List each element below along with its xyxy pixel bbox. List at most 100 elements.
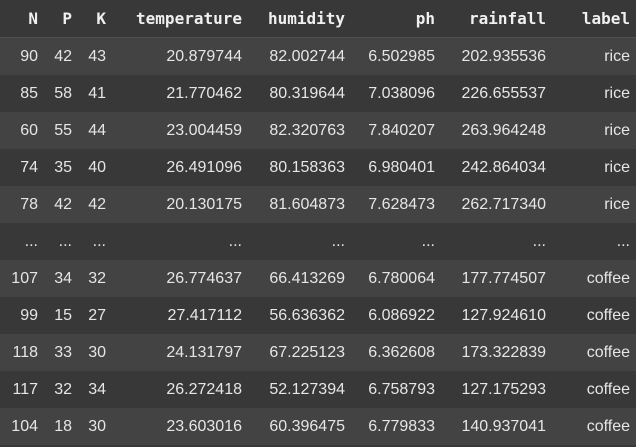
table-cell-k: 44	[78, 112, 112, 149]
table-cell-label: coffee	[552, 408, 636, 445]
table-cell-label: coffee	[552, 334, 636, 371]
table-cell-label: ...	[552, 223, 636, 260]
table-cell-ph: 6.758793	[351, 371, 441, 408]
table-row: 74 35 40 26.491096 80.158363 6.980401 242.8640…	[0, 149, 636, 186]
table-cell-p: 33	[44, 334, 78, 371]
column-header-n: N	[0, 0, 44, 38]
table-cell-n: 104	[0, 408, 44, 445]
table-cell-label: rice	[552, 37, 636, 75]
table-cell-n: 99	[0, 297, 44, 334]
column-header-temperature: temperature	[112, 0, 248, 38]
table-cell-rainfall: 127.175293	[441, 371, 552, 408]
table-cell-k: 40	[78, 149, 112, 186]
table-cell-rainfall: 177.774507	[441, 260, 552, 297]
column-header-rainfall: rainfall	[441, 0, 552, 38]
column-header-ph: ph	[351, 0, 441, 38]
table-cell-label: rice	[552, 75, 636, 112]
table-cell-rainfall: 262.717340	[441, 186, 552, 223]
table-cell-label: coffee	[552, 371, 636, 408]
table-cell-n: 60	[0, 112, 44, 149]
table-cell-ph: 7.038096	[351, 75, 441, 112]
table-cell-label: coffee	[552, 297, 636, 334]
table-cell-k: ...	[78, 223, 112, 260]
table-cell-temperature: 20.879744	[112, 37, 248, 75]
table-cell-ph: 7.628473	[351, 186, 441, 223]
table-cell-p: 42	[44, 186, 78, 223]
table-cell-ph: 6.502985	[351, 37, 441, 75]
table-cell-rainfall: 173.322839	[441, 334, 552, 371]
column-header-label: label	[552, 0, 636, 38]
table-row: 107 34 32 26.774637 66.413269 6.780064 177.774…	[0, 260, 636, 297]
table-cell-p: ...	[44, 223, 78, 260]
table-row: 60 55 44 23.004459 82.320763 7.840207 263.9642…	[0, 112, 636, 149]
table-cell-rainfall: 263.964248	[441, 112, 552, 149]
table-cell-k: 42	[78, 186, 112, 223]
table-cell-p: 34	[44, 260, 78, 297]
table-cell-rainfall: 226.655537	[441, 75, 552, 112]
table-cell-label: rice	[552, 149, 636, 186]
table-cell-p: 58	[44, 75, 78, 112]
table-body: 90 42 43 20.879744 82.002744 6.502985 202.9355…	[0, 37, 636, 445]
table-cell-label: coffee	[552, 260, 636, 297]
table-cell-rainfall: 127.924610	[441, 297, 552, 334]
table-cell-humidity: 60.396475	[248, 408, 351, 445]
table-cell-p: 32	[44, 371, 78, 408]
table-cell-temperature: 26.774637	[112, 260, 248, 297]
table-cell-ph: 6.362608	[351, 334, 441, 371]
table-cell-humidity: 66.413269	[248, 260, 351, 297]
table-cell-humidity: 52.127394	[248, 371, 351, 408]
table-cell-k: 41	[78, 75, 112, 112]
table-row: 78 42 42 20.130175 81.604873 7.628473 262.7173…	[0, 186, 636, 223]
table-cell-k: 30	[78, 334, 112, 371]
table-row: 117 32 34 26.272418 52.127394 6.758793 127.175…	[0, 371, 636, 408]
table-cell-label: rice	[552, 186, 636, 223]
table-cell-humidity: ...	[248, 223, 351, 260]
table-cell-p: 42	[44, 37, 78, 75]
table-row: 104 18 30 23.603016 60.396475 6.779833 140.937…	[0, 408, 636, 445]
table-cell-ph: 6.980401	[351, 149, 441, 186]
table-cell-n: 74	[0, 149, 44, 186]
table-cell-n: 78	[0, 186, 44, 223]
table-cell-p: 35	[44, 149, 78, 186]
table-cell-temperature: 27.417112	[112, 297, 248, 334]
table-cell-humidity: 80.158363	[248, 149, 351, 186]
table-cell-k: 27	[78, 297, 112, 334]
table-cell-ph: 7.840207	[351, 112, 441, 149]
column-header-p: P	[44, 0, 78, 38]
table-cell-k: 34	[78, 371, 112, 408]
table-cell-temperature: 20.130175	[112, 186, 248, 223]
table-row: 118 33 30 24.131797 67.225123 6.362608 173.322…	[0, 334, 636, 371]
table-cell-k: 43	[78, 37, 112, 75]
table-cell-temperature: 21.770462	[112, 75, 248, 112]
table-cell-humidity: 82.002744	[248, 37, 351, 75]
table-cell-temperature: 23.004459	[112, 112, 248, 149]
table-cell-humidity: 82.320763	[248, 112, 351, 149]
table-cell-n: 117	[0, 371, 44, 408]
table-cell-ph: ...	[351, 223, 441, 260]
table-cell-humidity: 81.604873	[248, 186, 351, 223]
table-cell-temperature: 23.603016	[112, 408, 248, 445]
table-cell-n: 107	[0, 260, 44, 297]
table-cell-humidity: 80.319644	[248, 75, 351, 112]
column-header-k: K	[78, 0, 112, 38]
table-cell-p: 15	[44, 297, 78, 334]
table-cell-ph: 6.779833	[351, 408, 441, 445]
table-cell-k: 32	[78, 260, 112, 297]
table-cell-k: 30	[78, 408, 112, 445]
table-cell-n: 118	[0, 334, 44, 371]
table-cell-rainfall: 140.937041	[441, 408, 552, 445]
table-row: 85 58 41 21.770462 80.319644 7.038096 226.6555…	[0, 75, 636, 112]
table-cell-temperature: 26.491096	[112, 149, 248, 186]
table-cell-humidity: 67.225123	[248, 334, 351, 371]
table-cell-p: 18	[44, 408, 78, 445]
table-cell-humidity: 56.636362	[248, 297, 351, 334]
table-row: 99 15 27 27.417112 56.636362 6.086922 127.9246…	[0, 297, 636, 334]
table-cell-temperature: ...	[112, 223, 248, 260]
table-cell-rainfall: ...	[441, 223, 552, 260]
table-cell-ph: 6.086922	[351, 297, 441, 334]
table-row: 90 42 43 20.879744 82.002744 6.502985 202.9355…	[0, 37, 636, 75]
table-cell-rainfall: 202.935536	[441, 37, 552, 75]
